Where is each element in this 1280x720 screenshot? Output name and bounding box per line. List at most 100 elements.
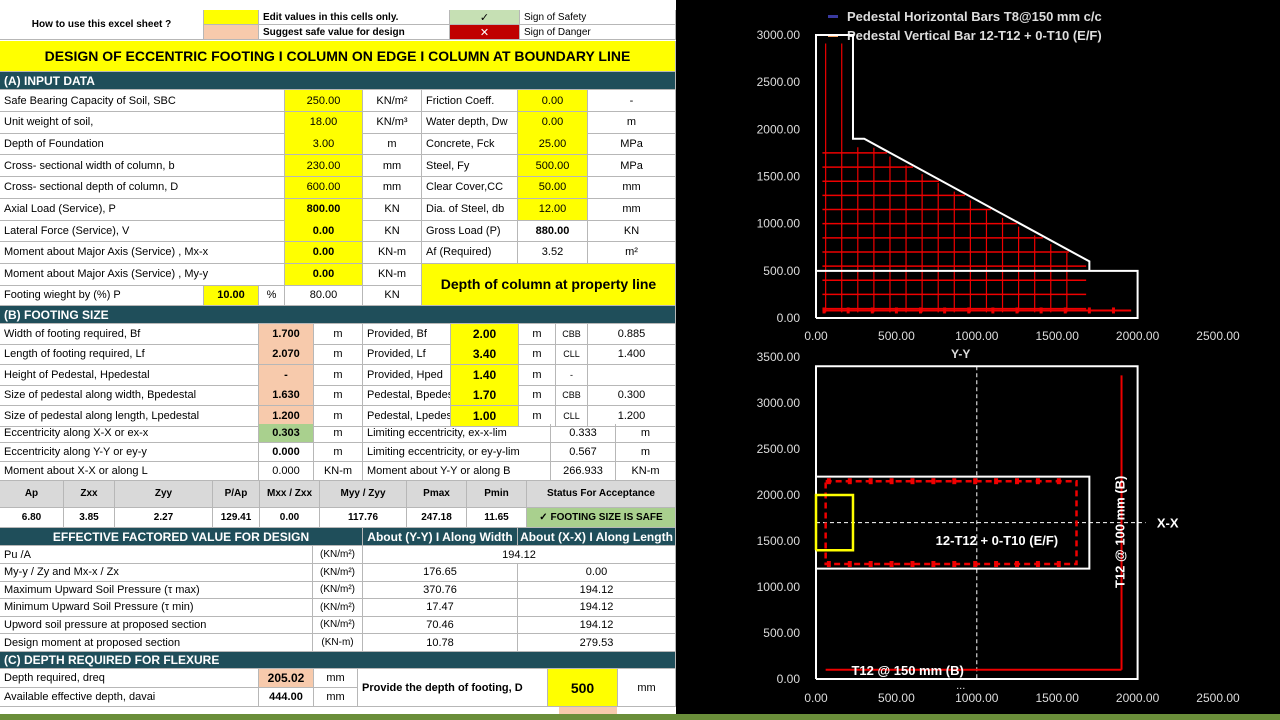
effective-yy-value: 17.47 <box>363 598 518 617</box>
chart1-bar-dot <box>1087 307 1091 314</box>
summary-value-cell: 2.27 <box>115 508 213 528</box>
input-value[interactable]: 250.00 <box>285 90 363 112</box>
summary-header-cell: P/Ap <box>213 480 260 508</box>
chart2-rebar-dot <box>952 478 957 485</box>
ecc-label-2: Moment about Y-Y or along B <box>363 462 551 481</box>
footing-provided-value[interactable]: 1.00 <box>451 405 519 427</box>
input-value[interactable]: 0.00 <box>285 220 363 243</box>
chart1-y-tick: 2500.00 <box>757 75 801 89</box>
ecc-value-2: 0.567 <box>551 443 616 462</box>
summary-value-cell: 117.76 <box>320 508 407 528</box>
footing-provided-label: Pedestal, Lpedestal <box>363 405 451 427</box>
chart2-dots: ... <box>956 680 965 692</box>
section-a-header: (A) INPUT DATA <box>0 72 676 90</box>
chart2-rebar-dot <box>889 478 894 485</box>
footing-size-row: Height of Pedestal, Hpedestal - m Provided,… <box>0 364 676 386</box>
footing-provided-value[interactable]: 1.40 <box>451 364 519 386</box>
input-value[interactable]: 3.00 <box>285 133 363 156</box>
eccentricity-row: Eccentricity along X-X or ex-x 0.303 m Limi… <box>0 424 676 443</box>
chart2-footing-outline <box>815 365 1139 680</box>
input-value-2[interactable]: 12.00 <box>518 198 588 221</box>
input-unit-2: m² <box>588 241 676 264</box>
effective-label: Minimum Upward Soil Pressure (τ min) <box>0 598 313 617</box>
safety-mark: ✓ <box>450 10 520 25</box>
chart2-x-tick: 2000.00 <box>1116 691 1160 705</box>
input-value[interactable]: 600.00 <box>285 176 363 199</box>
effective-unit: (KN/m²) <box>313 616 363 635</box>
ecc-unit-2: m <box>616 443 676 462</box>
provide-depth-value[interactable]: 500 <box>548 669 618 707</box>
input-row: Depth of Foundation 3.00 m Concrete, Fck 25.… <box>0 133 676 156</box>
chart2-rebar-dot <box>1056 478 1061 485</box>
col-yy-header: About (Y-Y) I Along Width <box>363 528 518 546</box>
footing-coef-label: - <box>556 364 588 386</box>
chart2-y-tick: 2500.00 <box>757 442 801 456</box>
chart2-y-tick: 2000.00 <box>757 488 801 502</box>
chart1-bar-dot <box>967 307 971 314</box>
chart1-pedestal-outline <box>815 34 1091 271</box>
ecc-label-2: Limiting eccentricity, ex-x-lim <box>363 424 551 443</box>
footing-unit: m <box>314 405 363 427</box>
effective-unit: (KN/m²) <box>313 563 363 582</box>
charts-svg: 0.00 500.00 1000.00 1500.00 2000.00 2500.00 30… <box>757 9 1240 705</box>
summary-header-cell: Pmin <box>467 480 527 508</box>
chart2-rebar-dot <box>1056 561 1061 567</box>
section-b-header: (B) FOOTING SIZE <box>0 306 676 324</box>
footing-weight-pct[interactable]: 10.00 <box>204 285 259 306</box>
footing-provided-value[interactable]: 3.40 <box>451 344 519 366</box>
ecc-unit-2: KN-m <box>616 462 676 481</box>
footing-weight-unit: KN <box>363 285 422 306</box>
chart2-rebar-dot <box>910 561 915 567</box>
input-row: Moment about Major Axis (Service) , Mx-x… <box>0 241 676 264</box>
input-value-2[interactable]: 50.00 <box>518 176 588 199</box>
input-unit-2: - <box>588 90 676 112</box>
input-row: Axial Load (Service), P 800.00 KN Dia. of S… <box>0 198 676 221</box>
footing-coef-value: 0.885 <box>588 324 676 345</box>
input-row: Unit weight of soil, 18.00 KN/m³ Water dept… <box>0 111 676 134</box>
input-value-2[interactable]: 500.00 <box>518 155 588 178</box>
effective-row: Design moment at proposed section (KN-m) 1… <box>0 634 676 652</box>
effective-xx-value: 279.53 <box>518 634 676 652</box>
available-depth-label: Available effective depth, davai <box>0 688 259 707</box>
effective-label: Design moment at proposed section <box>0 634 313 652</box>
input-label-2: Gross Load (P) <box>422 220 518 243</box>
how-to-cell[interactable]: How to use this excel sheet ? <box>0 10 204 40</box>
ecc-label-2: Limiting eccentricity, or ey-y-lim <box>363 443 551 462</box>
effective-xx-value: 0.00 <box>518 563 676 582</box>
footing-provided-unit: m <box>519 405 556 427</box>
input-value[interactable]: 0.00 <box>285 263 363 286</box>
effective-xx-value: 194.12 <box>518 598 676 617</box>
input-value[interactable]: 230.00 <box>285 155 363 178</box>
input-value[interactable]: 0.00 <box>285 241 363 264</box>
footing-provided-value[interactable]: 2.00 <box>451 324 519 345</box>
footing-provided-value[interactable]: 1.70 <box>451 385 519 407</box>
footing-coef-value: 0.300 <box>588 385 676 407</box>
footing-label: Size of pedestal along length, Lpedestal <box>0 405 259 427</box>
ecc-label: Moment about X-X or along L <box>0 462 259 481</box>
footing-unit: m <box>314 344 363 366</box>
ecc-unit: m <box>314 424 363 443</box>
input-value-2[interactable]: 0.00 <box>518 90 588 112</box>
footing-coef-label: CLL <box>556 344 588 366</box>
suggest-legend-swatch <box>204 25 259 40</box>
provide-depth-unit: mm <box>618 669 676 707</box>
footing-label: Height of Pedestal, Hpedestal <box>0 364 259 386</box>
input-value-2[interactable]: 25.00 <box>518 133 588 156</box>
footing-weight-label: Footing wieght by (%) P <box>0 285 204 306</box>
effective-row: Minimum Upward Soil Pressure (τ min) (KN/… <box>0 598 676 617</box>
footing-weight-pct-unit: % <box>259 285 285 306</box>
section-c-header-row: (C) DEPTH REQUIRED FOR FLEXURE <box>0 652 676 669</box>
chart1-x-tick: 0.00 <box>804 329 828 343</box>
input-value-2[interactable]: 0.00 <box>518 111 588 134</box>
chart2-rebar-dot <box>868 561 873 567</box>
chart2-rebar-dot <box>1035 561 1040 567</box>
input-value[interactable]: 800.00 <box>285 198 363 221</box>
input-value[interactable]: 18.00 <box>285 111 363 134</box>
effective-unit: (KN/m²) <box>313 598 363 617</box>
chart2-bottom-bars-label: T12 @ 150 mm (B) <box>851 663 963 678</box>
input-unit-2: MPa <box>588 133 676 156</box>
chart1-x-tick: 1000.00 <box>955 329 999 343</box>
input-unit: m <box>363 133 422 156</box>
summary-header-cell: Myy / Zyy <box>320 480 407 508</box>
chart2-y-tick: 1000.00 <box>757 580 801 594</box>
